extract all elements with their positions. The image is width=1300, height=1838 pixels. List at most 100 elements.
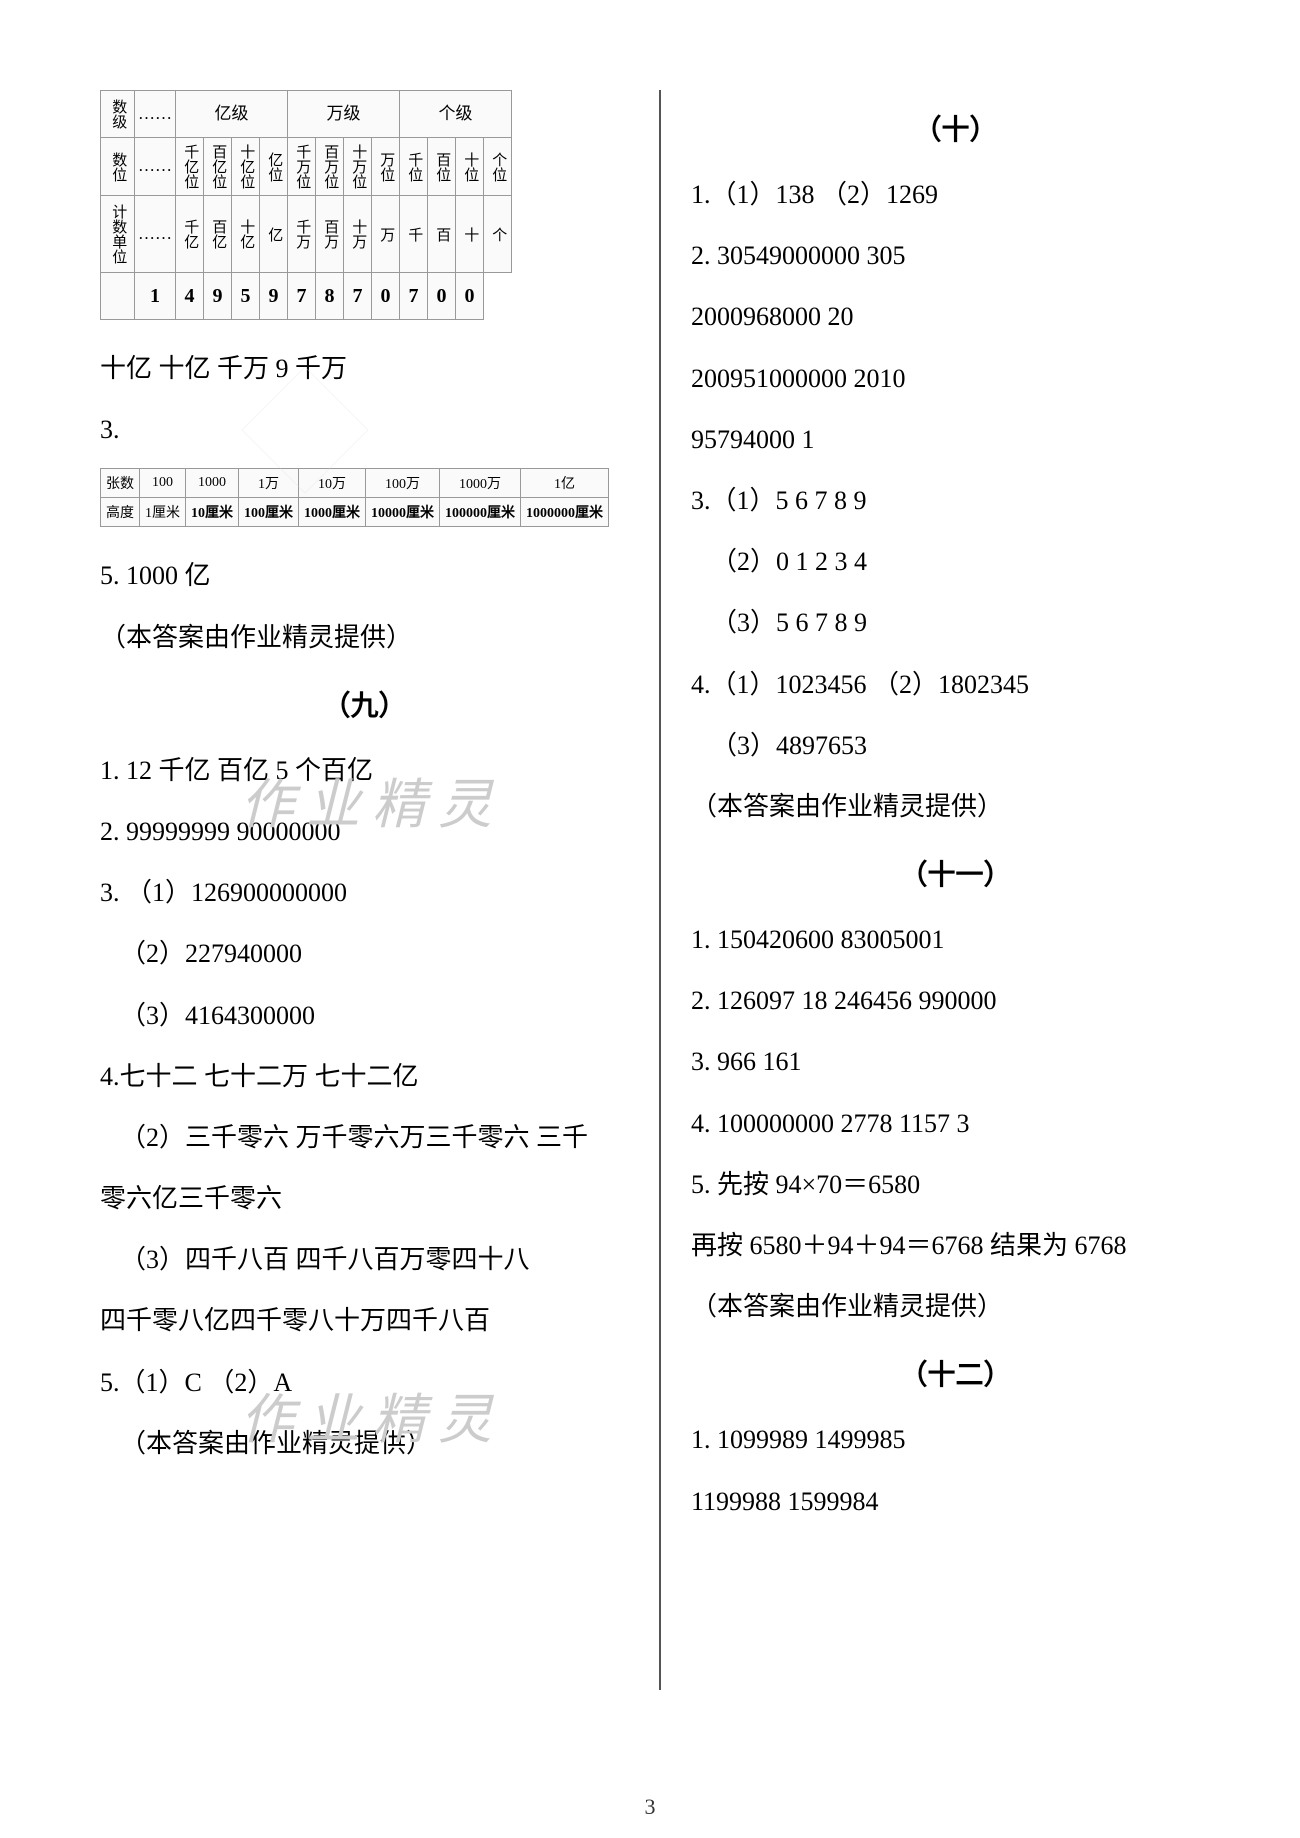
cell: 1万: [239, 469, 299, 498]
answer-line: 200951000000 2010: [691, 350, 1220, 407]
cell: 0: [456, 273, 484, 320]
cell: 百: [428, 196, 456, 273]
answer-line: （3）5 6 7 8 9: [691, 594, 1220, 651]
cell: 4: [176, 273, 204, 320]
cell: 百万: [316, 196, 344, 273]
cell: 9: [260, 273, 288, 320]
answer-line: 四千零八亿四千零八十万四千八百: [100, 1292, 629, 1349]
cell: 1000: [186, 469, 239, 498]
answer-line: 2. 126097 18 246456 990000: [691, 972, 1220, 1029]
cell: 百万位: [316, 138, 344, 196]
column-divider: [659, 90, 661, 1690]
answer-line: 2. 30549000000 305: [691, 227, 1220, 284]
answer-line: 1. 150420600 83005001: [691, 911, 1220, 968]
cell: 万: [372, 196, 400, 273]
table-row: 高度 1厘米 10厘米 100厘米 1000厘米 10000厘米 100000厘…: [101, 498, 609, 527]
answer-line: （2）0 1 2 3 4: [691, 533, 1220, 590]
answer-line: 3. 966 161: [691, 1033, 1220, 1090]
section-heading-11: （十一）: [691, 853, 1220, 893]
cell: ……: [135, 138, 176, 196]
cell: 0: [372, 273, 400, 320]
section-heading-12: （十二）: [691, 1353, 1220, 1393]
answer-line: （2）三千零六 万千零六万三千零六 三千: [100, 1109, 629, 1166]
cell: 十万: [344, 196, 372, 273]
cell: [101, 273, 135, 320]
cell: 千亿: [176, 196, 204, 273]
section-heading-10: （十）: [691, 108, 1220, 148]
table-row: 张数 100 1000 1万 10万 100万 1000万 1亿: [101, 469, 609, 498]
cell: 9: [204, 273, 232, 320]
cell: ……: [135, 196, 176, 273]
cell: 千位: [400, 138, 428, 196]
cell: 亿: [260, 196, 288, 273]
cell: 8: [316, 273, 344, 320]
cell: 亿位: [260, 138, 288, 196]
height-table: 张数 100 1000 1万 10万 100万 1000万 1亿 高度 1厘米 …: [100, 468, 609, 527]
cell: 7: [344, 273, 372, 320]
attribution-line: （本答案由作业精灵提供）: [691, 778, 1220, 835]
cell: 10万: [299, 469, 366, 498]
table-row: 1 4 9 5 9 7 8 7 0 7 0 0: [101, 273, 512, 320]
cell-label: 数级: [101, 91, 135, 138]
answer-line: 1199988 1599984: [691, 1473, 1220, 1530]
cell: 千万: [288, 196, 316, 273]
answer-line: 5. 1000 亿: [100, 547, 629, 604]
cell: 1厘米: [140, 498, 186, 527]
cell-label: 数位: [101, 138, 135, 196]
cell: 万级: [288, 91, 400, 138]
cell: 7: [400, 273, 428, 320]
answer-line: 2. 99999999 90000000: [100, 803, 629, 860]
left-column: 数级 …… 亿级 万级 个级 数位 …… 千亿位 百亿位 十亿位 亿位 千万位 …: [80, 90, 649, 1798]
cell: 千万位: [288, 138, 316, 196]
cell: 十: [456, 196, 484, 273]
cell: 百亿位: [204, 138, 232, 196]
answer-line: 4.七十二 七十二万 七十二亿: [100, 1048, 629, 1105]
cell: 10000厘米: [366, 498, 440, 527]
right-column: （十） 1.（1）138 （2）1269 2. 30549000000 305 …: [671, 90, 1240, 1798]
answer-line: （3）4164300000: [100, 987, 629, 1044]
cell: 7: [288, 273, 316, 320]
cell: 1000厘米: [299, 498, 366, 527]
cell: 十万位: [344, 138, 372, 196]
section-heading-9: （九）: [100, 684, 629, 724]
answer-line: 5.（1）C （2）A: [100, 1354, 629, 1411]
cell: 1000万: [440, 469, 521, 498]
answer-line: 5. 先按 94×70＝6580: [691, 1156, 1220, 1213]
cell: 十位: [456, 138, 484, 196]
cell: 0: [428, 273, 456, 320]
answer-line: 1. 12 千亿 百亿 5 个百亿: [100, 742, 629, 799]
cell: 百亿: [204, 196, 232, 273]
cell: 个位: [484, 138, 512, 196]
answer-line: 95794000 1: [691, 411, 1220, 468]
attribution-line: （本答案由作业精灵提供）: [691, 1278, 1220, 1335]
answer-line: 1.（1）138 （2）1269: [691, 166, 1220, 223]
place-value-table: 数级 …… 亿级 万级 个级 数位 …… 千亿位 百亿位 十亿位 亿位 千万位 …: [100, 90, 512, 320]
attribution-line: （本答案由作业精灵提供）: [100, 1415, 629, 1472]
page-container: 数级 …… 亿级 万级 个级 数位 …… 千亿位 百亿位 十亿位 亿位 千万位 …: [0, 0, 1300, 1838]
cell: 10厘米: [186, 498, 239, 527]
cell: 5: [232, 273, 260, 320]
cell: 十亿: [232, 196, 260, 273]
answer-line: 4. 100000000 2778 1157 3: [691, 1095, 1220, 1152]
answer-line: 零六亿三千零六: [100, 1170, 629, 1227]
cell: 个级: [400, 91, 512, 138]
answer-line: （3）4897653: [691, 717, 1220, 774]
table-row: 数位 …… 千亿位 百亿位 十亿位 亿位 千万位 百万位 十万位 万位 千位 百…: [101, 138, 512, 196]
cell: 张数: [101, 469, 140, 498]
answer-line: 再按 6580＋94＋94＝6768 结果为 6768: [691, 1217, 1220, 1274]
answer-line: （2）227940000: [100, 925, 629, 982]
answer-line: 4.（1）1023456 （2）1802345: [691, 656, 1220, 713]
answer-line: （3）四千八百 四千八百万零四十八: [100, 1231, 629, 1288]
cell: 千: [400, 196, 428, 273]
cell: 十亿位: [232, 138, 260, 196]
cell: 1000000厘米: [521, 498, 609, 527]
cell: ……: [135, 91, 176, 138]
cell: 万位: [372, 138, 400, 196]
answer-line: 2000968000 20: [691, 288, 1220, 345]
cell: 100: [140, 469, 186, 498]
cell: 千亿位: [176, 138, 204, 196]
cell: 高度: [101, 498, 140, 527]
cell: 100000厘米: [440, 498, 521, 527]
table-row: 计数单位 …… 千亿 百亿 十亿 亿 千万 百万 十万 万 千 百 十 个: [101, 196, 512, 273]
page-number: 3: [645, 1794, 656, 1820]
